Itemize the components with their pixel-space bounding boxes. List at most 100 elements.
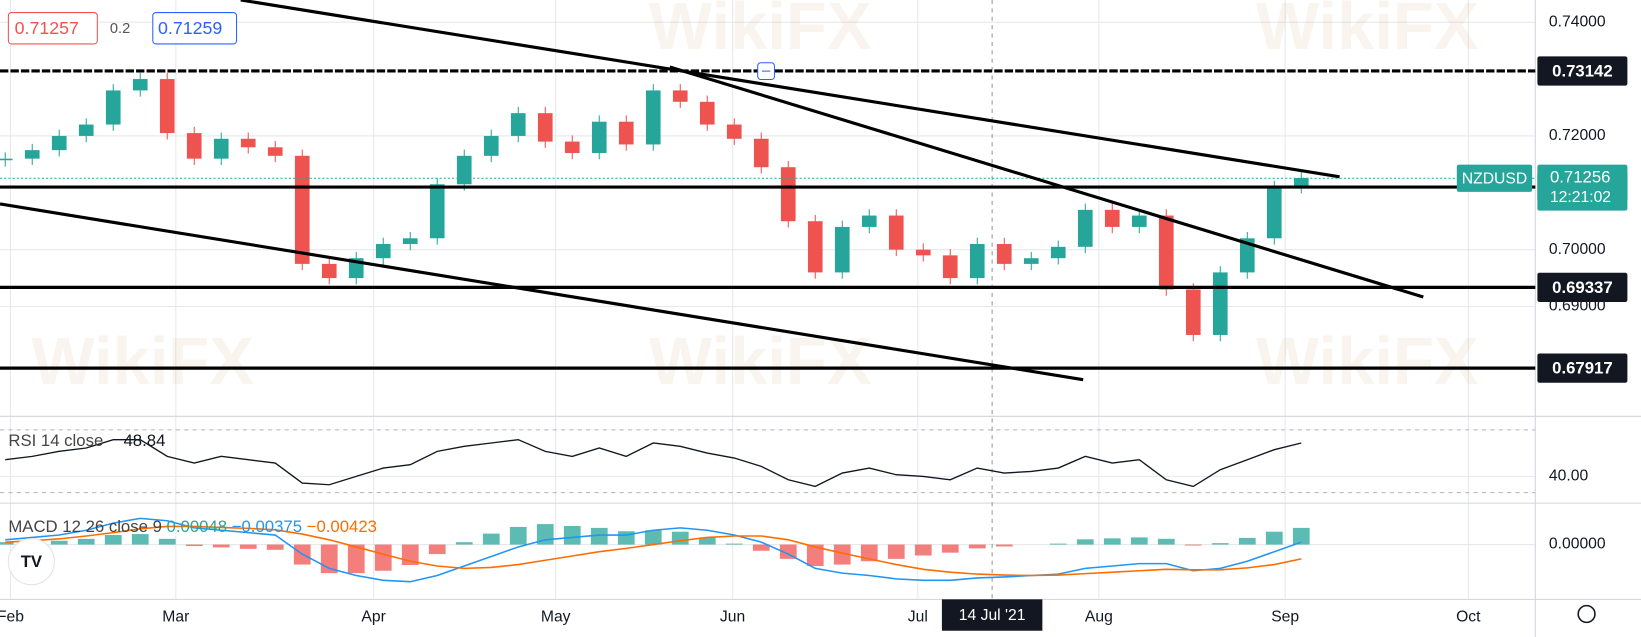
candle bbox=[1104, 209, 1120, 227]
watermark: WikiFX bbox=[31, 324, 254, 399]
candle bbox=[969, 243, 985, 279]
macd-value: −0.00375 bbox=[232, 518, 302, 537]
histogram-bar bbox=[914, 544, 932, 556]
candle bbox=[0, 158, 13, 161]
trendlines bbox=[0, 0, 1424, 382]
candle bbox=[186, 133, 202, 159]
candle bbox=[213, 138, 229, 159]
histogram-bar bbox=[806, 544, 824, 566]
axis-labels: Feb Mar Apr May Jun Jul Aug Sep Oct 0.74000 0.7200… bbox=[0, 13, 1628, 625]
histogram-bar bbox=[968, 544, 986, 549]
symbol-box bbox=[1456, 164, 1533, 192]
candle bbox=[510, 113, 526, 136]
histogram-bar bbox=[1049, 543, 1067, 545]
histogram-bar bbox=[779, 544, 797, 559]
countdown: 12:21:02 bbox=[1550, 189, 1611, 206]
settings-icon[interactable] bbox=[1577, 604, 1596, 624]
histogram-bar bbox=[104, 535, 122, 545]
rsi-value: 48.84 bbox=[123, 431, 165, 450]
histogram-bar bbox=[266, 544, 284, 550]
histogram-bar bbox=[1211, 543, 1229, 545]
level-label: 0.67917 bbox=[1552, 359, 1613, 378]
candle bbox=[942, 255, 958, 279]
watermark: WikiFX bbox=[1256, 0, 1479, 64]
histogram-bar bbox=[752, 544, 770, 551]
candle bbox=[159, 79, 175, 134]
candle bbox=[1158, 215, 1174, 290]
candle bbox=[321, 263, 337, 279]
rsi-title: RSI 14 close bbox=[8, 431, 103, 450]
histogram-bar bbox=[1184, 544, 1202, 546]
candle bbox=[1050, 246, 1066, 259]
cursor-date: 14 Jul '21 bbox=[959, 607, 1026, 624]
x-tick-label: Apr bbox=[361, 608, 385, 625]
last-price: 0.71256 bbox=[1550, 168, 1611, 187]
tv-logo-mark: TV bbox=[21, 552, 43, 571]
level-label: 0.69337 bbox=[1552, 278, 1613, 297]
x-tick-label: Feb bbox=[0, 608, 24, 625]
histogram-bar bbox=[590, 527, 608, 545]
candle bbox=[537, 113, 553, 142]
macd-line bbox=[5, 517, 1302, 583]
candle bbox=[78, 124, 94, 136]
histogram-bar bbox=[185, 544, 203, 546]
y-tick-label: 40.00 bbox=[1549, 468, 1589, 485]
candle bbox=[456, 155, 472, 185]
histogram-bar bbox=[77, 538, 95, 545]
histogram-bar bbox=[428, 544, 446, 555]
candle bbox=[402, 238, 418, 244]
candle bbox=[1212, 272, 1228, 335]
histogram-bar bbox=[563, 525, 581, 545]
candle bbox=[780, 167, 796, 222]
cursor-date-box bbox=[941, 599, 1043, 631]
histogram-bar bbox=[482, 533, 500, 545]
watermark: WikiFX bbox=[649, 0, 872, 64]
x-tick-label: May bbox=[541, 608, 571, 625]
grid bbox=[0, 0, 1536, 600]
candle bbox=[24, 150, 40, 159]
x-tick-label: Jul bbox=[908, 608, 928, 625]
bid-box[interactable] bbox=[7, 12, 98, 45]
histogram-bar bbox=[1265, 531, 1283, 545]
level-label: 0.73142 bbox=[1552, 61, 1613, 80]
candle bbox=[699, 101, 715, 125]
histogram-bar bbox=[0, 542, 14, 545]
candle bbox=[375, 243, 391, 259]
trendline bbox=[669, 65, 1424, 299]
candle bbox=[51, 135, 67, 151]
watermark: WikiFX bbox=[649, 324, 872, 399]
ask-box[interactable] bbox=[152, 12, 238, 45]
y-tick-label: 0.74000 bbox=[1549, 13, 1606, 30]
histogram-bar bbox=[239, 544, 257, 549]
histogram-bar bbox=[1130, 537, 1148, 545]
candle bbox=[753, 138, 769, 168]
histogram-bar bbox=[1238, 537, 1256, 545]
candle bbox=[267, 147, 283, 156]
candle bbox=[888, 215, 904, 250]
watermark: WikiFX bbox=[1256, 324, 1479, 399]
histogram-bar bbox=[860, 544, 878, 562]
last-price-box bbox=[1537, 164, 1628, 211]
signal-line bbox=[5, 525, 1302, 577]
histogram-bar bbox=[131, 534, 149, 545]
spread: 0.2 bbox=[110, 21, 130, 37]
histogram-bar bbox=[1076, 539, 1094, 545]
ask: 0.71259 bbox=[158, 18, 222, 38]
candle bbox=[1077, 209, 1093, 247]
histogram-bar bbox=[455, 542, 473, 545]
marks bbox=[0, 69, 1536, 583]
x-tick-label: Aug bbox=[1085, 608, 1113, 625]
macd-signal-value: −0.00423 bbox=[307, 518, 377, 537]
histogram-bar bbox=[671, 531, 689, 545]
histogram-bar bbox=[347, 544, 365, 574]
histogram-bar bbox=[833, 544, 851, 565]
histogram-bar bbox=[1157, 538, 1175, 545]
candle bbox=[240, 138, 256, 148]
candle bbox=[915, 249, 931, 256]
tv-logo[interactable] bbox=[7, 538, 55, 586]
bid: 0.71257 bbox=[15, 18, 79, 38]
level-label-box bbox=[1537, 272, 1628, 303]
x-tick-label: Oct bbox=[1456, 608, 1481, 625]
histogram-bar bbox=[374, 544, 392, 571]
